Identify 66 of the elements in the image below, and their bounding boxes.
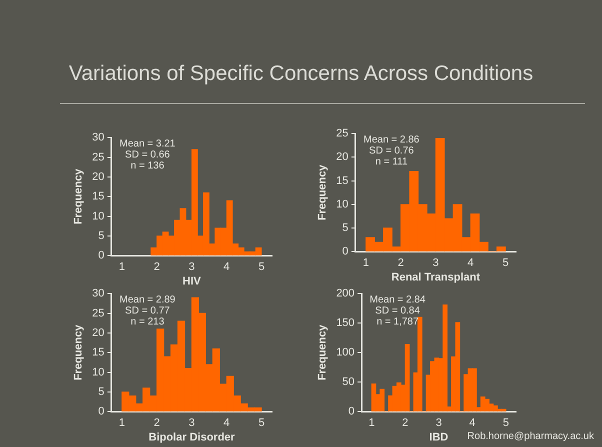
x-tick-label: 2 xyxy=(154,261,160,274)
y-tick-label: 5 xyxy=(98,230,104,242)
annotation: n = 213 xyxy=(130,316,165,328)
x-tick-label: 2 xyxy=(398,257,404,270)
y-tick-label: 20 xyxy=(92,326,104,339)
y-tick-label: 25 xyxy=(336,128,348,140)
y-tick-label: 0 xyxy=(98,406,104,418)
annotation: n = 111 xyxy=(375,156,408,168)
x-tick-label: 4 xyxy=(224,417,230,430)
x-tick-label: 1 xyxy=(362,257,369,270)
x-tick-label: 4 xyxy=(468,257,474,270)
y-tick-label: 0 xyxy=(342,246,348,258)
y-tick-label: 10 xyxy=(336,198,348,210)
x-tick-label: 3 xyxy=(188,261,195,274)
y-tick-label: 15 xyxy=(92,190,104,203)
x-tick-label: 2 xyxy=(402,417,408,430)
y-tick-label: 10 xyxy=(92,366,104,378)
y-tick-label: 15 xyxy=(92,346,104,359)
x-tick-label: 1 xyxy=(118,417,125,430)
annotation: SD = 0.66 xyxy=(125,149,170,160)
x-tick-label: 4 xyxy=(224,261,230,274)
y-tick-label: 0 xyxy=(348,406,355,418)
annotation: n = 136 xyxy=(130,160,165,172)
y-tick-label: 20 xyxy=(336,151,348,164)
y-axis-title: Frequency xyxy=(316,324,329,380)
x-tick-label: 2 xyxy=(154,417,160,430)
y-tick-label: 200 xyxy=(336,288,355,300)
y-tick-label: 20 xyxy=(92,170,104,183)
x-axis-title: IBD xyxy=(429,431,448,444)
y-tick-label: 0 xyxy=(98,250,104,262)
x-tick-label: 1 xyxy=(368,417,375,430)
y-axis-title: Frequency xyxy=(72,324,85,380)
text: Rob.horne@pharmacy.ac.uk xyxy=(467,431,594,442)
annotation: SD = 0.76 xyxy=(369,145,414,156)
y-tick-label: 10 xyxy=(92,210,104,222)
y-axis-title: Frequency xyxy=(72,168,85,224)
x-tick-label: 5 xyxy=(258,417,265,430)
y-tick-label: 100 xyxy=(336,346,355,359)
annotation: Mean = 2.86 xyxy=(364,134,420,146)
annotation: SD = 0.84 xyxy=(375,305,420,316)
y-tick-label: 15 xyxy=(336,174,348,187)
y-tick-label: 5 xyxy=(98,386,104,398)
x-tick-label: 5 xyxy=(502,417,509,430)
annotation: Mean = 2.84 xyxy=(370,294,426,306)
x-axis-title: HIV xyxy=(182,275,202,288)
y-tick-label: 50 xyxy=(342,376,355,388)
x-tick-label: 3 xyxy=(188,417,195,430)
x-tick-label: 5 xyxy=(502,257,509,270)
y-tick-label: 30 xyxy=(92,288,104,300)
annotation: SD = 0.77 xyxy=(125,305,170,316)
x-tick-label: 5 xyxy=(258,261,265,274)
y-tick-label: 5 xyxy=(342,222,348,234)
x-axis-title: Renal Transplant xyxy=(391,271,480,284)
chart-title: Variations of Specific Concerns Across Conditions xyxy=(68,62,534,86)
x-tick-label: 4 xyxy=(469,417,476,430)
x-tick-label: 1 xyxy=(118,261,125,274)
y-tick-label: 150 xyxy=(336,317,355,330)
x-tick-label: 3 xyxy=(436,417,442,430)
x-tick-label: 3 xyxy=(432,257,439,270)
x-axis-title: Bipolar Disorder xyxy=(148,431,236,444)
y-tick-label: 25 xyxy=(92,307,104,320)
annotation: Mean = 3.21 xyxy=(120,138,176,150)
y-axis-title: Frequency xyxy=(316,164,329,220)
y-tick-label: 25 xyxy=(92,151,104,164)
y-tick-label: 30 xyxy=(92,132,104,144)
annotation: Mean = 2.89 xyxy=(120,294,176,306)
